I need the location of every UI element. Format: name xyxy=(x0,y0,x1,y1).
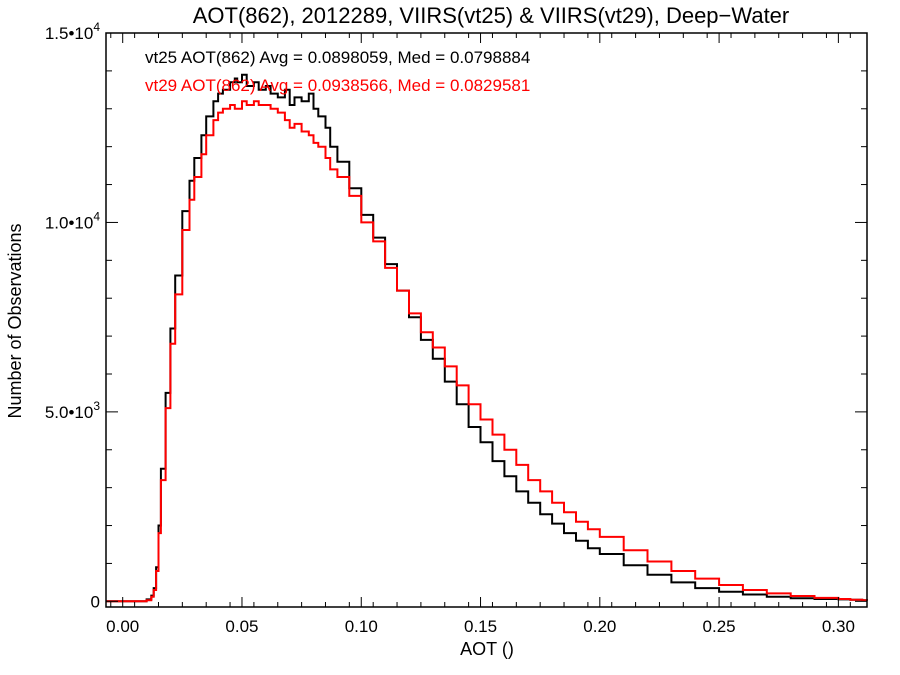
y-axis-ticks: 0 5.0•103 1.0•104 1.5•104 xyxy=(45,20,867,611)
y-tick-label: 5.0•103 xyxy=(45,399,101,422)
series-layer xyxy=(106,73,868,603)
series-line-vt29 xyxy=(106,100,868,603)
chart-title: AOT(862), 2012289, VIIRS(vt25) & VIIRS(v… xyxy=(193,3,790,28)
x-axis-label: AOT () xyxy=(460,639,514,659)
x-tick-label: 0.30 xyxy=(822,617,855,636)
x-tick-label: 0.05 xyxy=(225,617,258,636)
y-tick-label: 1.5•104 xyxy=(45,20,101,43)
series-line-vt25 xyxy=(106,73,868,603)
annotation-vt25-stats: vt25 AOT(862) Avg = 0.0898059, Med = 0.0… xyxy=(145,48,530,67)
plot-frame xyxy=(105,32,868,608)
y-tick-label: 0 xyxy=(91,592,100,611)
x-tick-label: 0.20 xyxy=(583,617,616,636)
annotation-vt29-stats: vt29 AOT(862) Avg = 0.0938566, Med = 0.0… xyxy=(145,76,530,95)
x-tick-label: 0.10 xyxy=(345,617,378,636)
x-tick-label: 0.25 xyxy=(703,617,736,636)
y-axis-label: Number of Observations xyxy=(5,223,25,418)
x-tick-label: 0.15 xyxy=(464,617,497,636)
x-tick-label: 0.00 xyxy=(106,617,139,636)
y-tick-label: 1.0•104 xyxy=(45,209,101,232)
x-axis-ticks: 0.00 0.05 0.10 0.15 0.20 0.25 0.30 xyxy=(106,33,855,636)
